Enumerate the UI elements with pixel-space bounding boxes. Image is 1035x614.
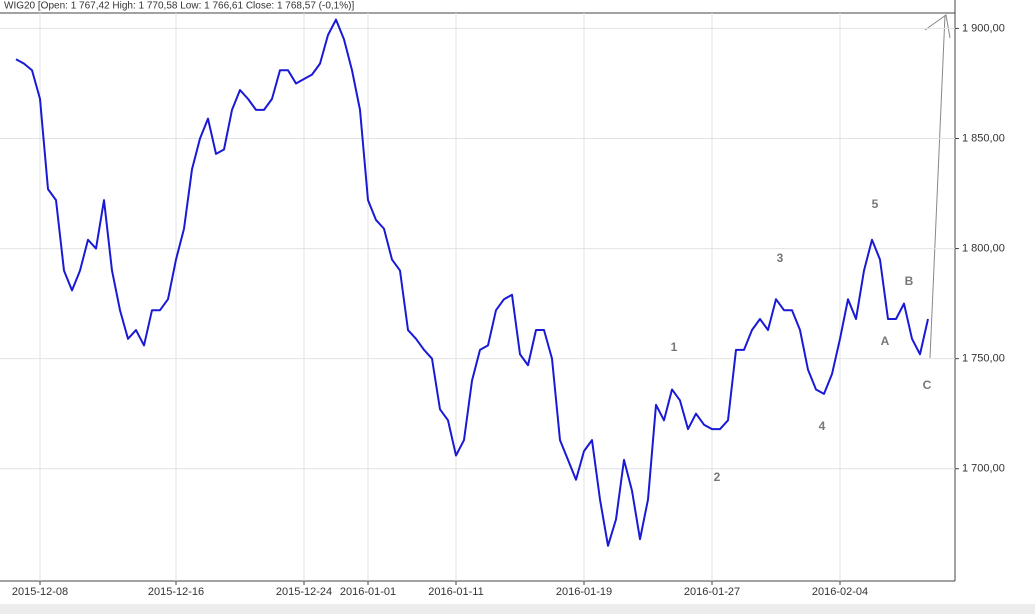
wave-label: A	[881, 334, 890, 348]
wave-label: B	[905, 274, 914, 288]
chart-title: WIG20 [Open: 1 767,42 High: 1 770,58 Low…	[4, 1, 354, 12]
y-tick-label: 1 700,00	[962, 463, 1005, 475]
price-line	[15, 18, 929, 547]
wave-label: 3	[777, 251, 784, 265]
x-tick-label: 2016-01-19	[556, 586, 612, 598]
y-tick-label: 1 850,00	[962, 132, 1005, 144]
x-tick-label: 2015-12-08	[12, 586, 68, 598]
x-tick-label: 2016-01-11	[428, 586, 483, 598]
y-tick-label: 1 800,00	[962, 242, 1005, 254]
projection-line	[929, 14, 946, 359]
x-tick-label: 2015-12-24	[276, 586, 332, 598]
x-tick-label: 2016-02-04	[812, 586, 868, 598]
y-tick-label: 1 900,00	[962, 22, 1005, 34]
x-tick-label: 2016-01-27	[684, 586, 740, 598]
wave-label: 2	[714, 470, 721, 484]
x-tick-label: 2016-01-01	[340, 586, 396, 598]
toolbar	[0, 604, 1035, 614]
y-tick-label: 1 750,00	[962, 353, 1005, 365]
projection-arrow	[924, 14, 951, 39]
wave-label: 5	[872, 197, 879, 211]
x-tick-label: 2015-12-16	[148, 586, 204, 598]
wave-label: C	[923, 378, 932, 392]
wave-label: 4	[819, 419, 826, 433]
wave-label: 1	[671, 340, 678, 354]
